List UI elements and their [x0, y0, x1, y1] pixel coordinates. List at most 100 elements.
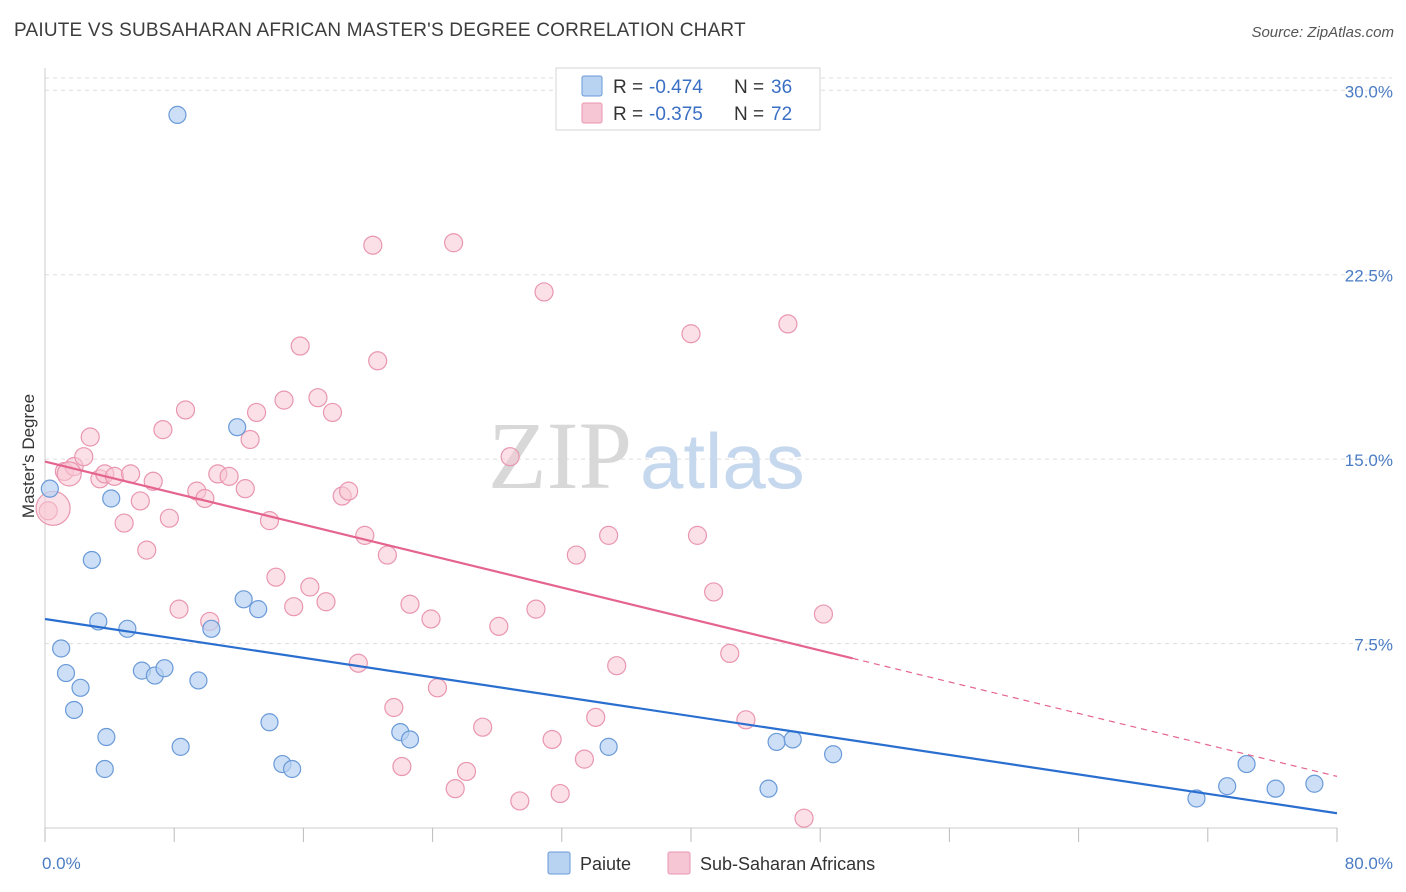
point-sub-saharan-africans: [159, 508, 179, 528]
grid-lines: [45, 77, 1392, 645]
point-paiute: [783, 730, 802, 749]
y-tick-label: 7.5%: [1354, 636, 1393, 655]
trend-lines: [44, 460, 1338, 815]
point-paiute: [1218, 777, 1237, 796]
point-paiute: [95, 759, 114, 779]
y-tick-labels: 7.5% 15.0% 22.5% 30.0%: [1345, 82, 1393, 654]
point-paiute: [168, 105, 187, 124]
point-sub-saharan-africans: [704, 582, 724, 602]
point-sub-saharan-africans: [80, 427, 100, 447]
point-paiute: [118, 619, 137, 638]
trend-line-sub-saharan-africans: [44, 460, 853, 660]
point-paiute: [400, 730, 420, 749]
point-sub-saharan-africans: [153, 420, 173, 440]
bottom-legend-label-africans: Sub-Saharan Africans: [700, 854, 875, 874]
point-sub-saharan-africans: [339, 481, 359, 501]
legend-r-value-paiute: -0.474: [649, 77, 703, 98]
point-paiute: [189, 671, 208, 690]
point-paiute: [82, 550, 101, 570]
point-paiute: [260, 713, 279, 732]
point-sub-saharan-africans: [542, 729, 562, 750]
point-paiute: [40, 479, 59, 498]
point-sub-saharan-africans: [687, 525, 708, 545]
point-sub-saharan-africans: [456, 761, 477, 782]
point-sub-saharan-africans: [813, 604, 834, 624]
watermark: ZIP atlas: [488, 402, 805, 509]
point-paiute: [1237, 754, 1256, 774]
bottom-legend-swatch-paiute: [547, 851, 571, 875]
chart-title: PAIUTE VS SUBSAHARAN AFRICAN MASTER'S DE…: [14, 20, 746, 41]
point-paiute: [52, 639, 71, 658]
point-sub-saharan-africans: [489, 616, 509, 636]
x-tick-label-max: 80.0%: [1345, 854, 1393, 873]
y-axis-label: Master's Degree: [19, 394, 38, 518]
point-paiute: [759, 779, 778, 798]
point-sub-saharan-africans: [778, 314, 798, 334]
series-paiute: [40, 105, 1324, 808]
point-sub-saharan-africans: [421, 609, 441, 629]
point-paiute: [97, 727, 116, 747]
point-sub-saharan-africans: [443, 233, 464, 253]
point-sub-saharan-africans: [681, 324, 701, 344]
point-sub-saharan-africans: [392, 756, 412, 777]
point-sub-saharan-africans: [534, 282, 554, 302]
point-paiute: [228, 418, 247, 437]
point-sub-saharan-africans: [526, 599, 546, 619]
legend-n-label-africans: N =: [734, 104, 764, 125]
trend-line-paiute: [44, 617, 1338, 815]
legend-swatch-africans: [581, 102, 603, 124]
x-tick-labels: 0.0% 80.0%: [42, 854, 1393, 873]
point-paiute: [767, 732, 786, 752]
point-sub-saharan-africans: [473, 717, 493, 737]
legend-r-label-paiute: R =: [613, 77, 643, 98]
point-paiute: [599, 737, 618, 756]
watermark-atlas: atlas: [640, 417, 805, 505]
point-sub-saharan-africans: [322, 402, 343, 423]
legend-n-label-paiute: N =: [734, 77, 764, 98]
legend-r-label-africans: R =: [613, 104, 643, 125]
point-sub-saharan-africans: [500, 447, 520, 467]
point-sub-saharan-africans: [300, 577, 320, 597]
point-sub-saharan-africans: [400, 594, 420, 614]
point-sub-saharan-africans: [720, 643, 740, 664]
point-sub-saharan-africans: [607, 656, 627, 676]
point-paiute: [202, 619, 221, 638]
series-sub-saharan-africans: [35, 233, 834, 828]
trend-line-sub-saharan-africans-extrapolated: [852, 657, 1338, 777]
point-sub-saharan-africans: [586, 707, 606, 727]
point-paiute: [234, 590, 253, 609]
point-sub-saharan-africans: [427, 678, 448, 698]
point-sub-saharan-africans: [284, 597, 304, 617]
point-sub-saharan-africans: [308, 388, 328, 408]
point-sub-saharan-africans: [74, 447, 94, 467]
point-sub-saharan-africans: [175, 400, 196, 420]
point-sub-saharan-africans: [550, 783, 570, 804]
point-sub-saharan-africans: [246, 402, 267, 423]
bottom-legend: Paiute Sub-Saharan Africans: [547, 851, 875, 875]
point-sub-saharan-africans: [274, 390, 294, 410]
point-sub-saharan-africans: [235, 479, 255, 499]
point-sub-saharan-africans: [363, 235, 383, 255]
point-paiute: [71, 678, 90, 697]
point-sub-saharan-africans: [574, 749, 595, 769]
point-sub-saharan-africans: [137, 540, 157, 560]
point-paiute: [64, 700, 84, 720]
y-tick-label: 15.0%: [1345, 451, 1393, 470]
point-sub-saharan-africans: [266, 567, 286, 587]
point-sub-saharan-africans: [445, 779, 465, 799]
point-paiute: [1266, 779, 1285, 798]
point-sub-saharan-africans: [794, 808, 814, 828]
point-sub-saharan-africans: [566, 545, 586, 565]
point-sub-saharan-africans: [348, 653, 368, 673]
y-tick-label: 30.0%: [1345, 82, 1393, 101]
point-paiute: [824, 745, 843, 764]
point-sub-saharan-africans: [240, 429, 260, 450]
point-paiute: [155, 659, 174, 678]
legend-r-value-africans: -0.375: [649, 104, 703, 125]
point-paiute: [249, 600, 268, 619]
point-sub-saharan-africans: [599, 525, 619, 545]
point-paiute: [102, 489, 121, 508]
bottom-legend-swatch-africans: [667, 851, 691, 875]
legend-n-value-paiute: 36: [771, 77, 792, 98]
